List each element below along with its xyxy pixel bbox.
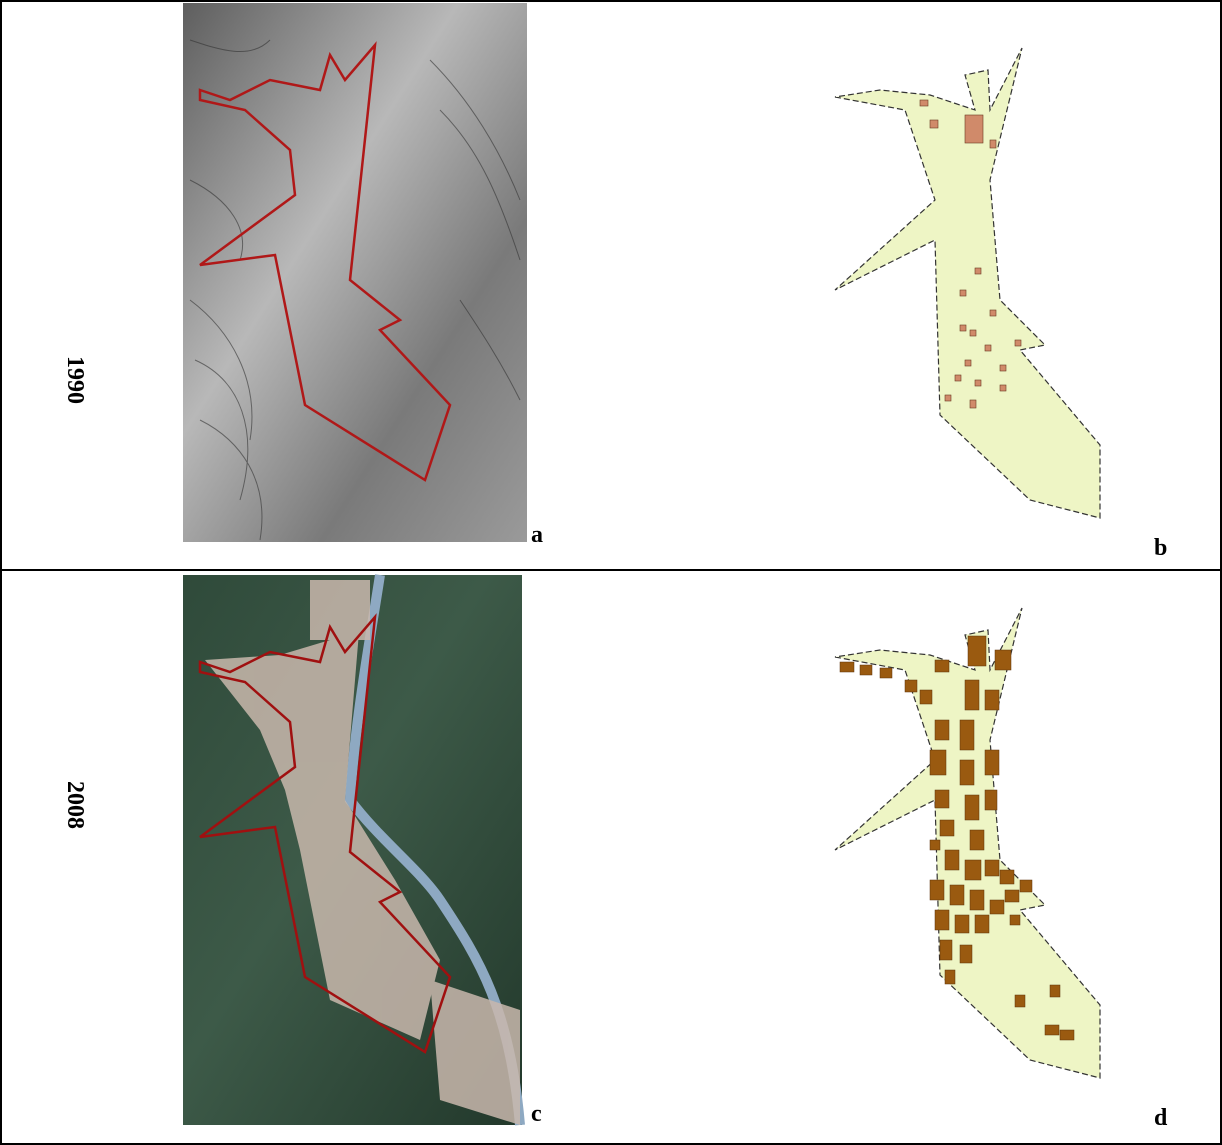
settlement-area-2008: [835, 608, 1100, 1078]
row-year-label: 1990: [63, 350, 87, 410]
aerial-photo-1990: [183, 3, 527, 542]
panel-label: a: [531, 523, 543, 547]
figure-graphics: [0, 0, 1222, 1145]
row-year-label: 2008: [63, 775, 87, 835]
panel-label: c: [531, 1102, 542, 1126]
panel-label: b: [1154, 536, 1167, 560]
figure: 1990 a b 2008 c d: [0, 0, 1222, 1145]
panel-label: d: [1154, 1106, 1167, 1130]
